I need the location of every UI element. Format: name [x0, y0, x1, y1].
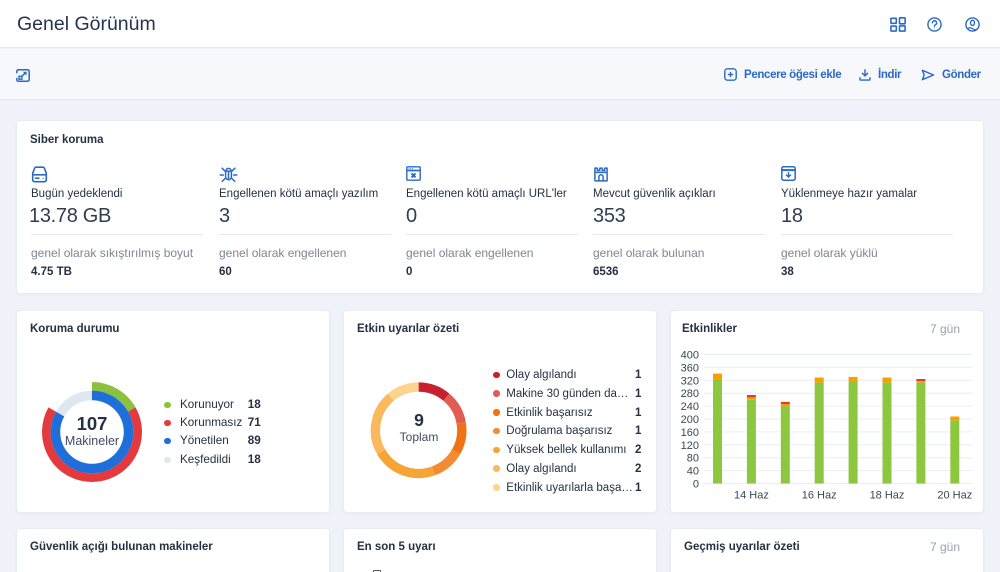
svg-text:160: 160: [681, 427, 699, 439]
svg-text:240: 240: [681, 401, 699, 413]
svg-text:280: 280: [681, 388, 699, 400]
svg-text:360: 360: [681, 362, 699, 374]
svg-text:14 Haz: 14 Haz: [734, 490, 769, 502]
svg-text:80: 80: [687, 453, 699, 465]
svg-text:0: 0: [693, 479, 699, 491]
svg-text:120: 120: [681, 440, 699, 452]
svg-text:40: 40: [687, 466, 699, 478]
svg-text:16 Haz: 16 Haz: [802, 490, 837, 502]
svg-text:320: 320: [681, 375, 699, 387]
svg-text:20 Haz: 20 Haz: [937, 490, 972, 502]
svg-text:200: 200: [681, 414, 699, 426]
svg-text:400: 400: [681, 350, 699, 362]
svg-text:18 Haz: 18 Haz: [870, 490, 905, 502]
